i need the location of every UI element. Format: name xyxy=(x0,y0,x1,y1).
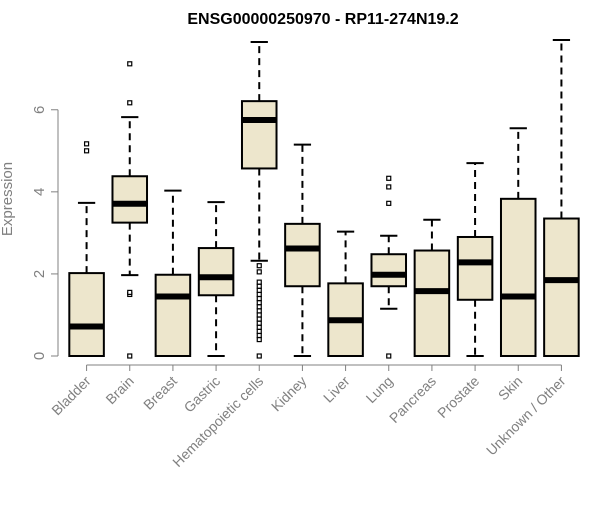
x-tick-label: Breast xyxy=(140,373,180,413)
box-bladder xyxy=(68,141,105,357)
box-pancreas xyxy=(413,218,451,358)
y-tick-label: 2 xyxy=(31,270,48,278)
x-tick-label: Unknown / Other xyxy=(483,373,569,459)
box-prostate xyxy=(456,162,494,357)
y-axis-label: Expression xyxy=(0,162,16,236)
outlier-point xyxy=(256,300,262,306)
outlier-point xyxy=(256,304,262,310)
outlier-point xyxy=(256,295,262,302)
outlier-point xyxy=(256,263,262,269)
iqr-box xyxy=(370,253,408,288)
outlier-point xyxy=(386,200,392,206)
iqr-box xyxy=(111,175,149,224)
y-axis: 0 2 4 6 xyxy=(31,106,59,360)
x-tick-label: Liver xyxy=(320,373,353,406)
iqr-box xyxy=(197,247,235,297)
outlier-point xyxy=(127,353,133,359)
outlier-point xyxy=(256,328,262,334)
outlier-point xyxy=(386,175,392,181)
outlier-point xyxy=(256,332,262,339)
iqr-box xyxy=(284,222,321,288)
box-unknown-other xyxy=(543,39,580,357)
iqr-box xyxy=(499,197,537,357)
outlier-point xyxy=(256,269,262,275)
outlier-point xyxy=(256,316,262,322)
boxes xyxy=(68,39,580,359)
iqr-box xyxy=(543,217,580,357)
box-kidney xyxy=(284,143,321,357)
outlier-point xyxy=(83,141,90,147)
iqr-box xyxy=(456,235,494,301)
iqr-box xyxy=(154,273,192,357)
outlier-point xyxy=(386,353,392,359)
box-lung xyxy=(370,175,408,359)
outlier-point xyxy=(386,184,392,190)
box-brain xyxy=(111,61,149,359)
x-tick-label: Bladder xyxy=(48,373,94,419)
y-tick-label: 0 xyxy=(31,352,48,360)
outlier-point xyxy=(256,291,262,298)
outlier-point xyxy=(127,100,133,106)
x-tick-label: Skin xyxy=(495,373,526,404)
outlier-point xyxy=(256,324,262,330)
y-tick-label: 4 xyxy=(31,188,48,196)
outlier-point xyxy=(256,279,262,285)
iqr-box xyxy=(413,249,451,358)
x-tick-label: Brain xyxy=(102,373,136,407)
x-tick-label: Kidney xyxy=(268,373,310,415)
outlier-point xyxy=(256,353,262,359)
outlier-point xyxy=(83,148,90,154)
outlier-point xyxy=(256,287,262,293)
box-gastric xyxy=(197,201,235,357)
outlier-point xyxy=(256,308,262,314)
outlier-point xyxy=(256,283,262,289)
box-breast xyxy=(154,189,192,357)
x-tick-label: Gastric xyxy=(181,373,224,416)
outlier-point xyxy=(127,61,133,67)
box-hematopoietic-cells xyxy=(240,41,278,359)
box-liver xyxy=(327,230,364,358)
chart-title: ENSG00000250970 - RP11-274N19.2 xyxy=(187,11,458,28)
iqr-box xyxy=(68,272,105,357)
iqr-box xyxy=(240,100,278,170)
x-tick-label: Prostate xyxy=(434,373,482,421)
x-tick-label: Lung xyxy=(363,373,396,406)
outlier-point xyxy=(256,320,262,326)
x-tick-label: Pancreas xyxy=(386,373,439,426)
y-tick-label: 6 xyxy=(31,106,48,114)
outlier-point xyxy=(127,289,133,295)
outlier-point xyxy=(256,312,262,318)
outlier-point xyxy=(256,336,262,343)
box-skin xyxy=(499,127,537,357)
